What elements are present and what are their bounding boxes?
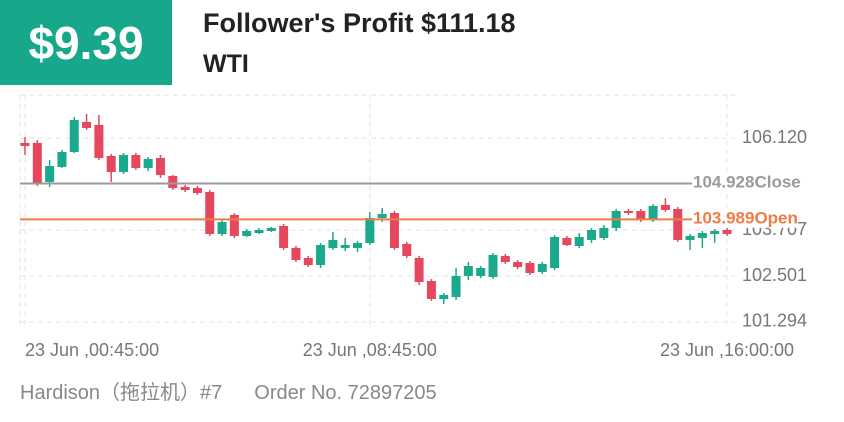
candle-body <box>426 281 436 299</box>
candle-body <box>660 204 670 210</box>
candle-body <box>710 230 720 234</box>
reference-label-bg <box>693 173 801 193</box>
candle-body <box>697 232 707 238</box>
y-tick-label: 101.294 <box>742 311 807 331</box>
candle-body <box>365 217 375 243</box>
candle-body <box>303 257 313 266</box>
candle-body <box>291 247 301 260</box>
x-tick-label: 23 Jun ,00:45:00 <box>25 340 159 360</box>
candle-body <box>279 225 289 248</box>
candle-body <box>488 254 498 278</box>
candle-body <box>106 155 116 172</box>
candle-body <box>389 212 399 248</box>
candle-body <box>550 236 560 268</box>
candle-body <box>402 243 412 256</box>
candle-body <box>537 263 547 272</box>
trader: Hardison（拖拉机）#7 <box>20 382 223 404</box>
candle-body <box>131 154 141 168</box>
candle-body <box>57 151 67 167</box>
reference-label: 104.928Close <box>693 173 801 192</box>
candle-body <box>636 210 646 220</box>
candle-body <box>155 157 165 175</box>
candle-body <box>513 261 523 267</box>
order-number: Order No. 72897205 <box>254 382 437 404</box>
candle-body <box>451 275 461 298</box>
candle-body <box>254 229 264 233</box>
reference-label: 103.989Open <box>693 209 798 228</box>
candle-body <box>266 227 276 231</box>
x-tick-label: 23 Jun ,16:00:00 <box>660 340 794 360</box>
candle-body <box>673 208 683 240</box>
reference-label-bg <box>693 208 798 228</box>
candle-body <box>82 121 92 128</box>
candle-body <box>229 214 239 236</box>
candle-body <box>648 205 658 220</box>
candle-body <box>463 265 473 276</box>
candle-body <box>143 158 153 168</box>
candle-body <box>69 119 79 152</box>
candle-body <box>414 257 424 282</box>
candle-body <box>168 175 178 188</box>
reference-name: Open <box>754 209 797 228</box>
candle-body <box>562 237 572 246</box>
reference-value: 104.928 <box>693 173 754 192</box>
candle-body <box>353 242 363 248</box>
candle-body <box>45 165 55 182</box>
candle-body <box>574 236 584 246</box>
candle-body <box>623 210 633 213</box>
candle-body <box>328 239 338 248</box>
symbol: WTI <box>203 50 249 78</box>
candle-body <box>32 142 42 183</box>
candle-body <box>722 229 732 234</box>
candle-body <box>180 186 190 190</box>
candle-body <box>377 213 387 218</box>
candle-body <box>192 187 202 193</box>
candle-body <box>599 227 609 238</box>
candle-body <box>340 245 350 248</box>
candle-body <box>20 142 30 146</box>
candle-body <box>242 230 252 236</box>
y-tick-label: 106.120 <box>742 127 807 147</box>
candle-body <box>119 154 129 172</box>
candle-body <box>500 255 510 262</box>
candle-body <box>94 124 104 158</box>
candle-body <box>476 267 486 276</box>
footer: Hardison（拖拉机）#7 Order No. 72897205 <box>20 376 437 405</box>
candle-body <box>685 235 695 240</box>
y-tick-label: 102.501 <box>742 265 807 285</box>
candle-body <box>525 262 535 274</box>
profit-title: Follower's Profit $111.18 <box>203 8 516 38</box>
x-tick-label: 23 Jun ,08:45:00 <box>303 340 437 360</box>
candle-body <box>205 191 215 234</box>
reference-name: Close <box>754 173 800 192</box>
candle-body <box>316 245 326 266</box>
candle-body <box>587 229 597 240</box>
candle-body <box>439 294 449 299</box>
candle-body <box>217 221 227 234</box>
reference-value: 103.989 <box>693 209 754 228</box>
amount-badge: $9.39 <box>0 0 172 85</box>
